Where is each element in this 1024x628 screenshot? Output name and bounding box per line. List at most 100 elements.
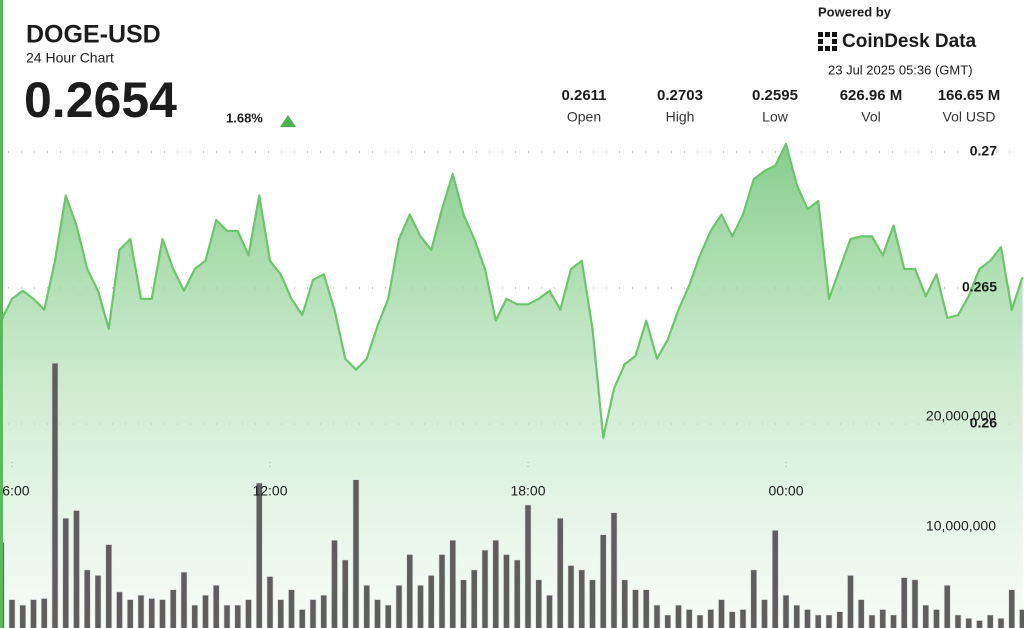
- volume-bar: [62, 517, 70, 628]
- volume-bar: [19, 604, 27, 628]
- volume-bar: [621, 579, 629, 628]
- price: 0.2654: [24, 72, 177, 128]
- price-line: [0, 142, 1024, 439]
- volume-bar: [965, 617, 973, 628]
- volume-bar: [782, 594, 790, 628]
- x-tick-label: 06:00: [0, 483, 30, 499]
- volume-bar: [771, 529, 779, 628]
- change: 1.68%: [226, 110, 263, 125]
- volume-bar: [664, 614, 672, 628]
- volume-bar: [83, 569, 91, 628]
- volume-bar: [341, 559, 349, 628]
- price-area: [1, 143, 1023, 628]
- stat-value: 626.96 M: [840, 87, 903, 104]
- volume-bar: [599, 534, 607, 628]
- volume-bar: [363, 584, 371, 628]
- volume-bar: [395, 584, 403, 628]
- volume-bar: [546, 594, 553, 628]
- stat-value: 166.65 M: [938, 87, 1001, 104]
- volume-bar: [126, 599, 134, 628]
- logo-icon: [818, 32, 837, 51]
- volume-bar: [94, 575, 102, 628]
- volume-bar: [449, 539, 457, 628]
- volume-bar: [51, 362, 59, 628]
- volume-bar: [696, 614, 704, 628]
- volume-bar: [943, 584, 951, 628]
- volume-bar: [8, 599, 16, 628]
- volume-bar: [223, 604, 231, 628]
- volume-bar: [879, 609, 887, 628]
- volume-bar: [890, 614, 897, 628]
- volume-bar: [986, 614, 994, 628]
- symbol: DOGE-USD: [26, 21, 161, 49]
- volume-bar: [513, 559, 521, 628]
- volume-bar: [954, 614, 962, 628]
- volume-bar: [137, 594, 145, 628]
- volume-bar: [1019, 609, 1024, 628]
- volume-bar: [814, 614, 822, 628]
- volume-bar: [524, 504, 532, 628]
- volume-bar: [578, 569, 586, 628]
- up-arrow: [280, 115, 296, 127]
- brand: CoinDesk Data: [842, 31, 977, 52]
- volume-bar: [438, 554, 446, 628]
- timestamp: 23 Jul 2025 05:36 (GMT): [828, 62, 973, 77]
- stat-label: High: [666, 109, 695, 125]
- volume-bar: [30, 599, 37, 628]
- volume-bar: [202, 594, 209, 628]
- volume-bar: [685, 609, 693, 628]
- volume-bar: [169, 589, 177, 628]
- volume-bar: [632, 589, 639, 628]
- stat-value: 0.2703: [657, 87, 703, 104]
- x-tick-label: 18:00: [510, 483, 545, 499]
- volume-bar: [352, 479, 360, 628]
- volume-bar: [836, 611, 844, 628]
- volume-bar: [642, 589, 650, 628]
- volume-bar: [255, 482, 263, 628]
- stat-label: Vol: [861, 109, 880, 125]
- y2-tick-label: 10,000,000: [926, 518, 996, 534]
- volume-bar: [567, 565, 575, 628]
- volume-bar: [610, 512, 618, 628]
- volume-bar: [191, 604, 199, 628]
- volume-bar: [470, 569, 478, 628]
- volume-bar: [288, 589, 295, 628]
- volume-bar: [298, 609, 306, 628]
- volume-bar: [556, 517, 564, 628]
- volume-bar: [707, 609, 715, 628]
- stat-value: 0.2595: [752, 87, 798, 104]
- volume-bar: [417, 584, 424, 628]
- volume-bar: [427, 575, 435, 628]
- y-tick-label: 0.27: [970, 143, 997, 159]
- volume-bar: [900, 577, 908, 628]
- volume-bar: [503, 554, 510, 628]
- stat-label: Vol USD: [943, 109, 996, 125]
- volume-bar: [675, 604, 682, 628]
- volume-bar: [1008, 589, 1016, 628]
- subtitle: 24 Hour Chart: [26, 50, 114, 66]
- volume-bar: [180, 571, 188, 628]
- volume-bar: [589, 579, 596, 628]
- volume-bar: [911, 579, 919, 628]
- volume-bar: [825, 614, 833, 628]
- volume-bar: [793, 604, 801, 628]
- stat-value: 0.2611: [561, 87, 606, 104]
- volume-bar: [105, 544, 113, 628]
- volume-bar: [277, 599, 285, 628]
- volume-bar: [857, 599, 865, 628]
- volume-bar: [234, 604, 242, 628]
- volume-bar: [116, 591, 123, 628]
- volume-bar: [159, 599, 166, 628]
- x-tick-label: 12:00: [252, 483, 287, 499]
- stats: 0.2611 Open 0.2703 High 0.2595 Low 626.96 M Vol…: [561, 87, 1000, 125]
- volume-bar: [460, 579, 467, 628]
- volume-bar: [40, 598, 48, 628]
- accent-bar: [0, 0, 3, 628]
- volume-bar: [245, 599, 252, 628]
- plot: 06:00 12:00 18:00 00:00 0.26 0.265 0.27 10,000,…: [0, 143, 1024, 628]
- volume-bar: [406, 554, 414, 628]
- volume-bar: [739, 609, 747, 628]
- x-tick-label: 00:00: [768, 483, 803, 499]
- volume-bar: [331, 539, 338, 628]
